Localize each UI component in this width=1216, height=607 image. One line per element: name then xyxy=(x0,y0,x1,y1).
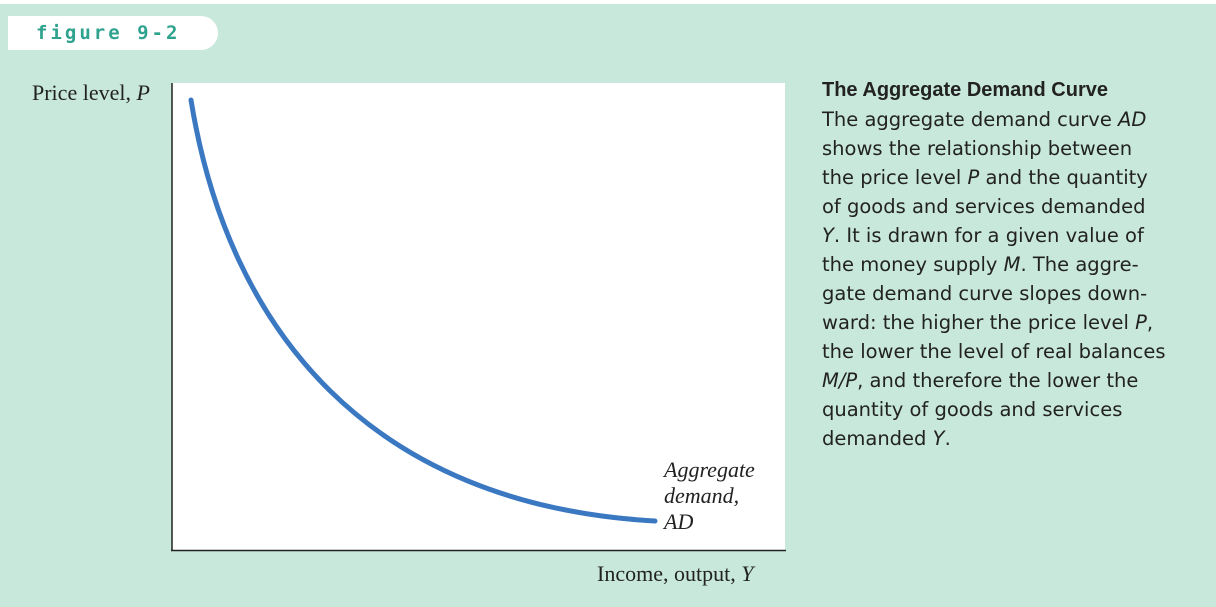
x-axis-label-text: Income, output, xyxy=(597,561,742,586)
caption-line: Y. It is drawn for a given value of xyxy=(822,221,1166,250)
text-run: demanded xyxy=(822,427,933,450)
x-axis-label-symbol: Y xyxy=(741,561,754,586)
figure-label: figure 9-2 xyxy=(36,22,181,44)
y-axis-label: Price level, P xyxy=(32,80,150,106)
text-run: of goods and services demanded xyxy=(822,195,1146,218)
caption-line: the money supply M. The aggre- xyxy=(822,250,1166,279)
symbol: P xyxy=(967,166,980,189)
text-run: and the quantity xyxy=(979,166,1148,189)
caption-line: the lower the level of real balances xyxy=(822,337,1166,366)
symbol: AD xyxy=(1118,108,1147,131)
ad-curve xyxy=(188,97,658,524)
curve-label: Aggregate demand, AD xyxy=(664,457,755,535)
text-run: . It is drawn for a given value of xyxy=(833,224,1144,247)
curve-label-line: Aggregate xyxy=(664,457,755,482)
caption-line: quantity of goods and services xyxy=(822,395,1166,424)
caption-title: The Aggregate Demand Curve xyxy=(822,79,1108,101)
figure-tab: figure 9-2 xyxy=(8,16,218,50)
caption-line: ward: the higher the price level P, xyxy=(822,308,1166,337)
text-run: the price level xyxy=(822,166,968,189)
text-run: . The aggre- xyxy=(1020,253,1139,276)
text-run: shows the relationship between xyxy=(822,137,1133,160)
caption-line: The aggregate demand curve AD xyxy=(822,105,1166,134)
symbol: Y xyxy=(932,427,945,450)
text-run: . xyxy=(944,427,951,450)
curve-label-line: demand, xyxy=(664,483,740,508)
plot-area xyxy=(172,83,785,550)
caption-line: of goods and services demanded xyxy=(822,192,1166,221)
caption-line: demanded Y. xyxy=(822,424,1166,453)
symbol: M/P xyxy=(822,369,858,392)
caption-line: gate demand curve slopes down- xyxy=(822,279,1166,308)
caption-line: M/P, and therefore the lower the xyxy=(822,366,1166,395)
symbol: M xyxy=(1003,253,1021,276)
caption: The Aggregate Demand Curve The aggregate… xyxy=(822,76,1166,453)
text-run: gate demand curve slopes down- xyxy=(822,282,1148,305)
y-axis-label-text: Price level, xyxy=(32,80,137,105)
x-axis-label: Income, output, Y xyxy=(597,561,753,587)
text-run: , and therefore the lower the xyxy=(857,369,1139,392)
text-run: quantity of goods and services xyxy=(822,398,1123,421)
caption-line: the price level P and the quantity xyxy=(822,163,1166,192)
curve-label-line: AD xyxy=(664,509,694,534)
caption-line: shows the relationship between xyxy=(822,134,1166,163)
text-run: ward: the higher the price level xyxy=(822,311,1136,334)
text-run: , xyxy=(1146,311,1154,334)
text-run: The aggregate demand curve xyxy=(822,108,1119,131)
text-run: the lower the level of real balances xyxy=(822,340,1166,363)
symbol: Y xyxy=(822,224,834,247)
symbol: P xyxy=(1135,311,1147,334)
text-run: the money supply xyxy=(822,253,1004,276)
y-axis-label-symbol: P xyxy=(136,80,150,105)
